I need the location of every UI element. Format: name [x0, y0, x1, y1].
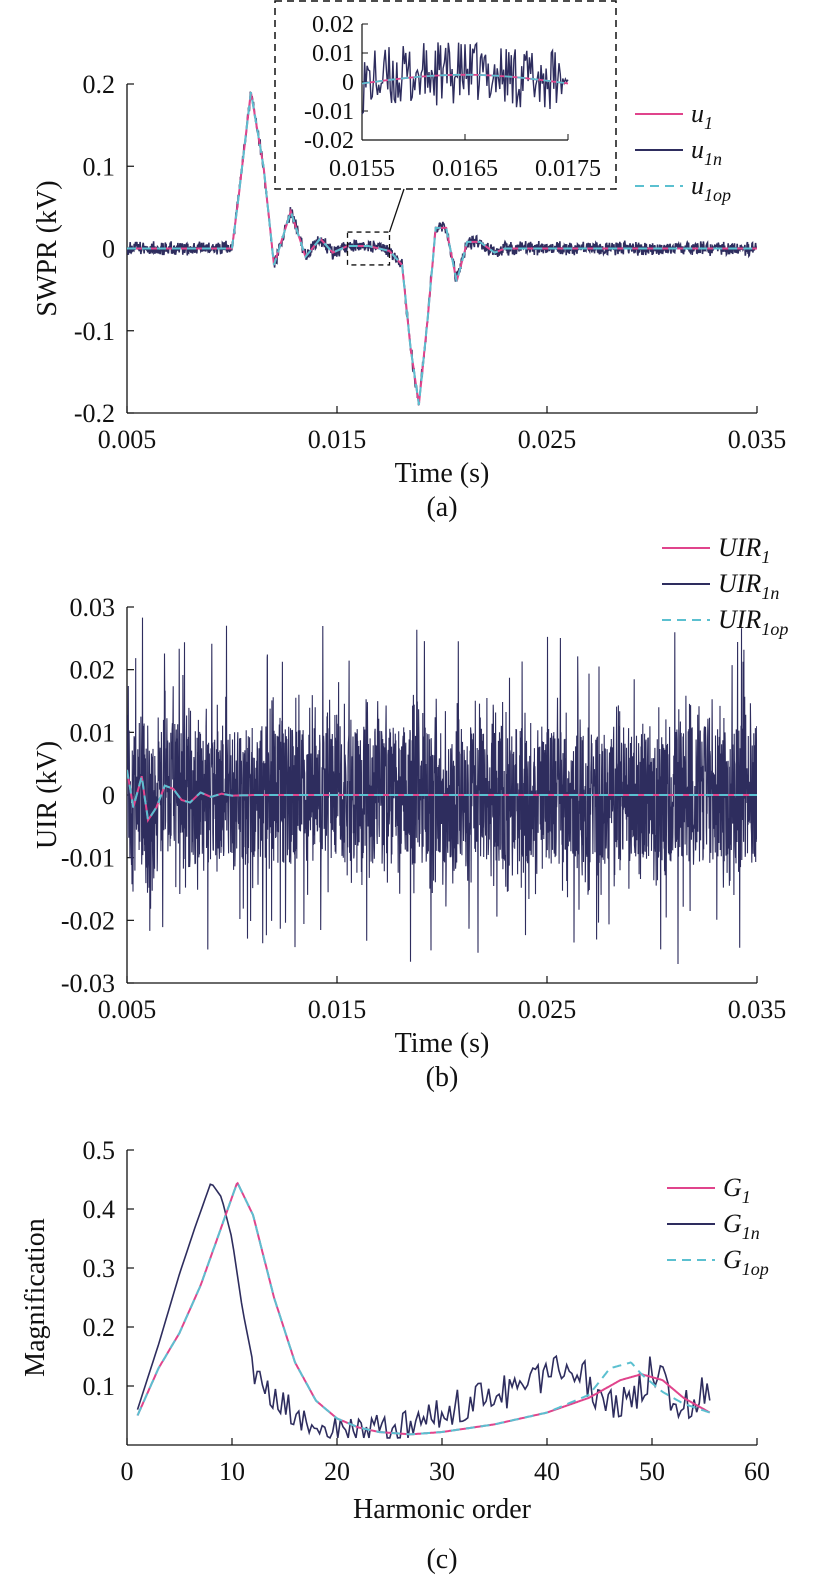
plot-area	[136, 1181, 711, 1440]
chart-1: 0.005 0.015 0.025 0.035 -0.03 -0.02 -0.01 0 0.01…	[32, 533, 788, 1093]
series-UIR1op	[127, 769, 757, 823]
legend-entry-UIR1: UIR1	[718, 533, 770, 567]
plot-area	[127, 91, 757, 406]
legend-sub: 1op	[761, 619, 788, 639]
chart-2: 0 10 20 30 40 50 60 0.1 0.2 0.3 0.4 0.5 Harmonic ord…	[20, 1136, 770, 1575]
y-tick-label: 0.4	[83, 1195, 116, 1224]
x-tick-label: 50	[639, 1457, 665, 1486]
y-tick-label: -0.1	[74, 317, 115, 346]
legend-sub: 1	[742, 1187, 751, 1207]
inset-y-tick-label: 0.02	[312, 12, 354, 38]
x-tick-label: 10	[219, 1457, 245, 1486]
x-tick-label: 0.005	[98, 995, 157, 1024]
y-axis-label: SWPR (kV)	[32, 180, 63, 316]
y-axis-label: Magnification	[20, 1218, 51, 1377]
inset-x-tick-label: 0.0155	[329, 156, 395, 182]
x-axis-label: Harmonic order	[353, 1494, 532, 1525]
legend-entry-u1: u1	[691, 99, 713, 133]
inset-series-u1op	[361, 73, 569, 85]
x-tick-label: 60	[744, 1457, 770, 1486]
x-tick-label: 0.025	[518, 425, 577, 454]
legend-base: u	[691, 135, 704, 164]
x-tick-label: 20	[324, 1457, 350, 1486]
legend-entry-UIR1n: UIR1n	[718, 569, 779, 603]
x-tick-label: 0.005	[98, 425, 157, 454]
inset-y-tick-label: 0	[342, 70, 354, 96]
caption: (b)	[426, 1062, 459, 1093]
x-tick-label: 0.035	[728, 995, 787, 1024]
legend-base: u	[691, 99, 704, 128]
x-tick-label: 0	[121, 1457, 134, 1486]
legend-base: UIR	[718, 533, 761, 562]
legend-entry-G1: G1	[723, 1173, 751, 1207]
plot-area	[127, 617, 757, 965]
x-tick-label: 0.035	[728, 425, 787, 454]
inset-y-tick-label: 0.01	[312, 41, 354, 67]
legend-base: u	[691, 171, 704, 200]
y-tick-label: 0.2	[83, 70, 116, 99]
y-tick-label: -0.02	[61, 906, 115, 935]
legend-entry-G1op: G1op	[723, 1245, 769, 1279]
legend-sub: 1n	[742, 1223, 760, 1243]
legend-sub: 1n	[761, 583, 779, 603]
y-tick-label: 0	[102, 781, 115, 810]
inset-series-u1n	[361, 41, 569, 115]
inset-x-tick-label: 0.0165	[432, 156, 498, 182]
legend-entry-u1op: u1op	[691, 171, 731, 205]
y-tick-label: 0.2	[83, 1313, 116, 1342]
series-G1op	[136, 1181, 711, 1436]
chart-0: 0.005 0.015 0.025 0.035 -0.2 -0.1 0 0.1 0.2 Time …	[32, 0, 787, 523]
legend-entry-UIR1op: UIR1op	[718, 605, 788, 639]
x-tick-label: 0.015	[308, 995, 367, 1024]
legend-sub: 1op	[742, 1259, 769, 1279]
legend-base: UIR	[718, 569, 761, 598]
legend-sub: 1	[761, 547, 770, 567]
y-tick-label: 0.03	[70, 593, 116, 622]
zoom-region-box	[346, 231, 391, 266]
legend-base: G	[723, 1245, 742, 1274]
series-G1n	[136, 1183, 711, 1440]
legend-entry-u1n: u1n	[691, 135, 722, 169]
x-tick-label: 40	[534, 1457, 560, 1486]
y-axis-label: UIR (kV)	[32, 741, 63, 849]
legend-base: G	[723, 1209, 742, 1238]
y-tick-label: 0.3	[83, 1254, 116, 1283]
inset-x-tick-label: 0.0175	[535, 156, 601, 182]
zoom-leader-line	[388, 188, 405, 233]
caption: (c)	[426, 1544, 457, 1575]
y-tick-label: -0.03	[61, 969, 115, 998]
legend-sub: 1op	[704, 185, 731, 205]
inset-y-tick-label: -0.01	[304, 99, 354, 125]
y-tick-label: 0.5	[83, 1136, 116, 1165]
legend-sub: 1n	[704, 149, 722, 169]
x-tick-label: 0.025	[518, 995, 577, 1024]
series-u1op	[127, 92, 757, 405]
caption: (a)	[426, 492, 457, 523]
x-axis-label: Time (s)	[395, 458, 490, 489]
legend-base: UIR	[718, 605, 761, 634]
y-tick-label: -0.01	[61, 844, 115, 873]
y-tick-label: 0.02	[70, 656, 116, 685]
legend-base: G	[723, 1173, 742, 1202]
y-tick-label: 0.1	[83, 1372, 116, 1401]
x-tick-label: 0.015	[308, 425, 367, 454]
y-tick-label: 0.01	[70, 718, 116, 747]
x-axis-label: Time (s)	[395, 1028, 490, 1059]
y-tick-label: -0.2	[74, 399, 115, 428]
legend-entry-G1n: G1n	[723, 1209, 760, 1243]
inset-box	[274, 0, 617, 190]
x-tick-label: 30	[429, 1457, 455, 1486]
y-tick-label: 0.1	[83, 152, 116, 181]
inset-y-tick-label: -0.02	[304, 128, 354, 154]
legend-sub: 1	[704, 113, 713, 133]
series-UIR1n	[127, 617, 757, 965]
y-tick-label: 0	[102, 235, 115, 264]
